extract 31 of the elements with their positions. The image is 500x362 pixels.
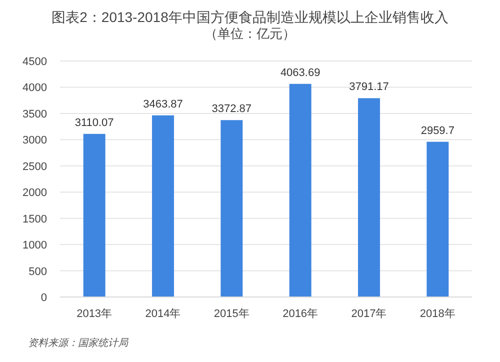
- x-tick-label: 2017年: [351, 308, 387, 320]
- bar: [152, 115, 174, 297]
- y-tick-label: 2000: [22, 187, 47, 200]
- bar: [220, 120, 243, 297]
- y-tick-label: 3500: [22, 108, 47, 120]
- bar: [83, 134, 106, 297]
- x-tick-label: 2014年: [145, 308, 181, 320]
- bar: [358, 98, 380, 297]
- x-tick-label: 2018年: [420, 308, 456, 320]
- y-tick-label: 0: [40, 292, 47, 304]
- bar: [289, 84, 312, 297]
- data-label: 4063.69: [280, 66, 320, 79]
- text: 资料来源：国家统计局: [28, 337, 129, 349]
- data-label: 3110.07: [74, 116, 114, 129]
- y-tick-label: 3000: [22, 134, 47, 147]
- y-tick-label: 2500: [22, 160, 47, 173]
- data-label: 2959.7: [420, 124, 454, 137]
- data-label: 3791.17: [349, 81, 389, 94]
- chart-subtitle: （单位：亿元）: [204, 26, 296, 41]
- x-tick-label: 2016年: [282, 308, 318, 320]
- bar: [426, 142, 449, 297]
- y-tick-label: 4500: [22, 56, 47, 68]
- y-tick-label: 1500: [22, 213, 47, 226]
- y-tick-label: 1000: [22, 240, 47, 252]
- data-label: 3372.87: [212, 103, 252, 116]
- data-label: 3463.87: [143, 98, 183, 110]
- x-tick-label: 2013年: [76, 308, 112, 320]
- y-tick-label: 4000: [22, 82, 47, 94]
- chart-title: 图表2：2013-2018年中国方便食品制造业规模以上企业销售收入: [52, 9, 448, 25]
- x-tick-label: 2015年: [214, 308, 250, 320]
- y-tick-label: 500: [28, 266, 47, 278]
